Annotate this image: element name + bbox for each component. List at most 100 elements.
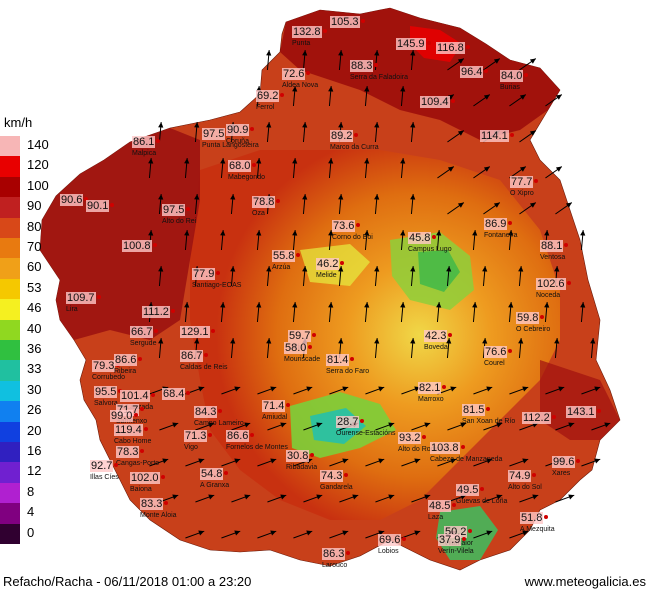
wind-arrow-head: [302, 194, 308, 200]
wind-arrow-head: [388, 494, 395, 500]
wind-arrow-head: [158, 194, 164, 200]
legend-swatch: [0, 421, 20, 443]
wind-arrow-head: [450, 386, 457, 392]
eastern-high-gusts: [540, 360, 620, 440]
wind-arrow-head: [306, 386, 313, 392]
wind-arrow-head: [410, 50, 416, 56]
wind-arrow-head: [306, 530, 313, 536]
wind-arrow-head: [518, 266, 524, 272]
wind-arrow-head: [234, 386, 241, 392]
wind-arrow-head: [580, 230, 586, 236]
legend-level: 36: [0, 340, 60, 361]
legend-swatch: [0, 462, 20, 484]
legend-swatch: [0, 503, 20, 525]
wind-arrow-head: [460, 422, 467, 428]
legend-unit: km/h: [4, 115, 33, 130]
legend-level: 30: [0, 380, 60, 402]
wind-arrow-head: [388, 422, 395, 428]
wind-arrow-head: [558, 386, 565, 392]
legend-swatch: [0, 523, 20, 545]
wind-arrow-head: [424, 422, 431, 428]
wind-arrow-head: [328, 302, 334, 308]
wind-arrow-head: [316, 422, 323, 428]
legend-level: 12: [0, 462, 60, 484]
wind-arrow-head: [338, 194, 344, 200]
legend-label: 60: [27, 259, 42, 275]
wind-arrow-head: [338, 122, 344, 128]
legend-level: 46: [0, 299, 60, 321]
wind-arrow-head: [544, 230, 550, 236]
wind-arrow-head: [544, 302, 550, 308]
wind-arrow-head: [234, 458, 241, 464]
wind-arrow-head: [374, 50, 380, 56]
legend-swatch: [0, 217, 20, 239]
wind-arrow-head: [472, 230, 478, 236]
wind-arrow-head: [374, 266, 380, 272]
wind-arrow-head: [410, 266, 416, 272]
wind-arrow-head: [522, 458, 529, 464]
wind-arrow-head: [410, 122, 416, 128]
northern-high-gusts: [280, 8, 560, 140]
wind-arrow-head: [594, 458, 601, 464]
wind-arrow-head: [518, 338, 524, 344]
wind-arrow-head: [266, 338, 272, 344]
legend-level: 60: [0, 258, 60, 280]
wind-arrow-head: [244, 422, 251, 428]
wind-arrow-head: [292, 230, 298, 236]
wind-arrow-head: [554, 338, 560, 344]
wind-arrow-head: [447, 166, 454, 172]
wind-arrow-head: [338, 338, 344, 344]
wind-arrow-head: [594, 386, 601, 392]
wind-arrow-head: [400, 230, 406, 236]
wind-arrow-head: [270, 530, 277, 536]
wind-arrow-head: [184, 302, 190, 308]
legend-label: 80: [27, 218, 42, 234]
wind-arrow-head: [374, 338, 380, 344]
wind-arrow-head: [266, 266, 272, 272]
wind-arrow-head: [565, 202, 572, 208]
wind-arrow-head: [522, 530, 529, 536]
wind-arrow-head: [364, 230, 370, 236]
wind-arrow-head: [302, 266, 308, 272]
wind-arrow-head: [328, 158, 334, 164]
wind-arrow-head: [256, 230, 262, 236]
wind-arrow-head: [447, 94, 454, 100]
wind-arrow-head: [555, 94, 562, 100]
wind-arrow-head: [266, 122, 272, 128]
wind-arrow-head: [162, 458, 169, 464]
wind-arrow-head: [496, 422, 503, 428]
wind-arrow-head: [342, 458, 349, 464]
legend-label: 120: [27, 157, 49, 173]
legend-label: 90: [27, 198, 42, 214]
lugo-calm-core: [418, 250, 460, 292]
wind-arrow-head: [590, 338, 596, 344]
legend-label: 33: [27, 361, 42, 377]
wind-arrow-head: [270, 458, 277, 464]
legend-level: 16: [0, 442, 60, 463]
wind-arrow-head: [374, 194, 380, 200]
legend-level: 40: [0, 319, 60, 341]
wind-arrow-head: [410, 338, 416, 344]
wind-arrow-head: [457, 202, 464, 208]
source-link[interactable]: www.meteogalicia.es: [524, 574, 646, 589]
wind-arrow-head: [580, 302, 586, 308]
wind-arrow-head: [266, 50, 272, 56]
wind-arrow-head: [482, 266, 488, 272]
wind-arrow-head: [316, 494, 323, 500]
wind-arrow-head: [208, 494, 215, 500]
wind-arrow-head: [194, 338, 200, 344]
wind-arrow-head: [519, 94, 526, 100]
wind-arrow-head: [522, 386, 529, 392]
wind-arrow-head: [158, 122, 164, 128]
wind-arrow-head: [493, 58, 500, 64]
legend-swatch: [0, 482, 20, 504]
legend-label: 53: [27, 279, 42, 295]
wind-arrow-head: [220, 230, 226, 236]
wind-arrow-head: [302, 50, 308, 56]
legend-swatch: [0, 380, 20, 402]
wind-arrow-head: [230, 266, 236, 272]
wind-arrow-head: [496, 494, 503, 500]
wind-arrow-head: [302, 122, 308, 128]
wind-arrow-head: [414, 458, 421, 464]
